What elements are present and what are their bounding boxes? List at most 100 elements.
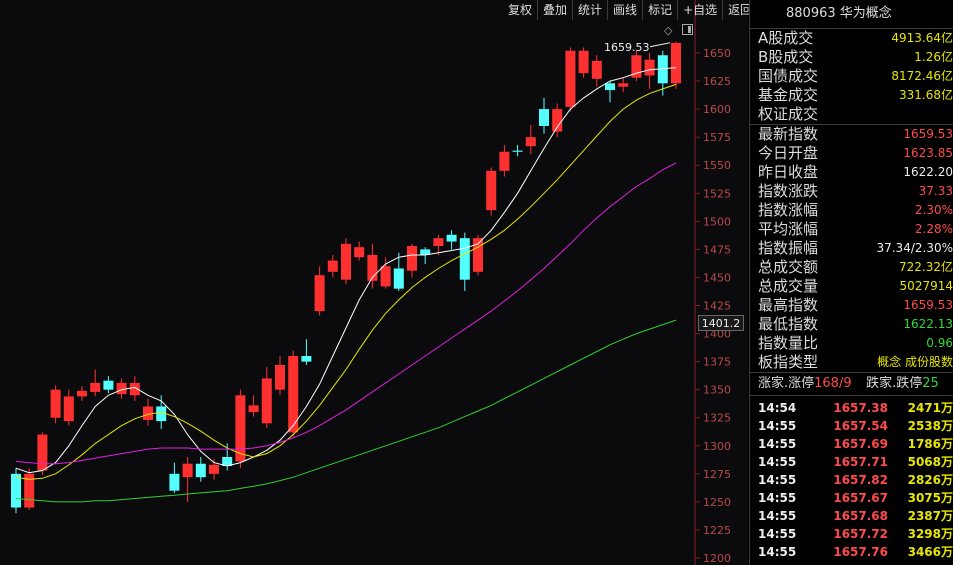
candle-body: [275, 364, 285, 390]
volume-value: 1.26亿: [914, 50, 953, 64]
ma-line-0: [15, 67, 677, 474]
index-row: 指数涨幅 2.30%: [750, 201, 953, 220]
index-row: 今日开盘 1623.85: [750, 144, 953, 163]
tick-time: 14:55: [758, 455, 797, 469]
index-label: 今日开盘: [758, 144, 819, 162]
candle-body: [512, 150, 523, 152]
y-tick-label: 1450: [703, 271, 731, 284]
tick-row: 14:55 1657.67 3075万: [750, 489, 953, 507]
toolbar-button-5[interactable]: +自选: [677, 0, 722, 20]
tick-time: 14:54: [758, 401, 797, 415]
tick-row: 14:55 1657.82 2826万: [750, 471, 953, 489]
candle-body: [565, 50, 576, 107]
index-value: 概念 成份股数: [877, 355, 953, 369]
toolbar-button-1[interactable]: 叠加: [537, 0, 572, 20]
candle-body: [393, 268, 404, 289]
tick-price: 1657.67: [833, 491, 888, 505]
y-tick-label: 1375: [703, 356, 731, 369]
candle-body: [129, 382, 140, 396]
candle-body: [314, 275, 325, 312]
toolbar-button-0[interactable]: 复权: [508, 3, 533, 17]
tick-time: 14:55: [758, 419, 797, 433]
candle-body: [525, 137, 536, 147]
candle-body: [407, 246, 417, 271]
candle-body: [341, 243, 351, 280]
index-label: 总成交额: [758, 258, 819, 276]
tick-time: 14:55: [758, 509, 797, 523]
candle-body: [578, 50, 589, 74]
index-label: 指数涨幅: [758, 201, 819, 219]
tick-time: 14:55: [758, 545, 797, 559]
index-label: 最高指数: [758, 296, 819, 314]
candle-body: [11, 473, 21, 508]
index-row: 昨日收盘 1622.20: [750, 163, 953, 182]
candle-body: [77, 390, 87, 397]
up-count-value: 168/9: [814, 376, 852, 391]
tick-vol: 3075万: [907, 491, 953, 505]
toolbar-button-6[interactable]: 返回: [722, 0, 757, 20]
ma-line-1: [15, 83, 677, 480]
tick-price: 1657.68: [833, 509, 888, 523]
tick-time: 14:55: [758, 473, 797, 487]
tick-vol: 3466万: [907, 545, 953, 559]
index-label: 昨日收盘: [758, 163, 819, 181]
tick-vol: 5068万: [907, 455, 953, 469]
volume-row: 国债成交 8172.46亿: [750, 67, 953, 86]
candle-body: [288, 356, 299, 433]
candle-body: [116, 382, 127, 395]
index-row: 总成交量 5027914: [750, 277, 953, 296]
window-toggle-icon[interactable]: [682, 24, 693, 35]
tick-row: 14:55 1657.72 3298万: [750, 525, 953, 543]
candle-body: [473, 238, 483, 272]
candle-body: [657, 55, 668, 84]
candle-body: [539, 109, 549, 126]
index-value: 1622.13: [903, 317, 953, 331]
y-tick-label: 1425: [703, 300, 731, 313]
index-row: 板指类型 概念 成份股数: [750, 353, 953, 372]
tick-row: 14:55 1657.54 2538万: [750, 417, 953, 435]
candle-body: [63, 396, 74, 422]
tick-vol: 2538万: [907, 419, 953, 433]
y-tick-label: 1500: [703, 215, 731, 228]
candle-body: [446, 234, 457, 242]
tick-vol: 2826万: [907, 473, 953, 487]
index-value: 37.33: [918, 184, 953, 198]
tick-price: 1657.82: [833, 473, 888, 487]
tick-list[interactable]: 14:54 1657.38 2471万 14:55 1657.54 2538万 14:55 1…: [750, 396, 953, 561]
tick-time: 14:55: [758, 491, 797, 505]
ma-line-3: [15, 319, 677, 503]
toolbar-button-2[interactable]: 统计: [572, 0, 607, 20]
candle-body: [327, 260, 338, 272]
volume-label: A股成交: [758, 29, 814, 47]
toolbar-button-4[interactable]: 标记: [642, 0, 677, 20]
candle-body: [156, 406, 167, 422]
tick-price: 1657.76: [833, 545, 888, 559]
candle-body: [195, 463, 206, 478]
volume-value: 8172.46亿: [891, 69, 953, 83]
index-value: 37.34/2.30%: [876, 241, 953, 255]
candle-body: [50, 389, 61, 418]
index-value: 1623.85: [903, 146, 953, 160]
candle-body: [433, 238, 444, 247]
volume-value: 4913.64亿: [891, 31, 953, 45]
panel-title: 880963 华为概念: [750, 0, 953, 29]
candlestick-chart[interactable]: 1650 1625 1600 1575 1550 1525 1500 1475 1450 1425…: [0, 0, 748, 565]
candle-body: [169, 473, 180, 491]
candle-body: [420, 249, 431, 255]
index-row: 指数涨跌 37.33: [750, 182, 953, 201]
y-tick-label: 1325: [703, 412, 731, 425]
tick-vol: 1786万: [907, 437, 953, 451]
y-tick-label: 1275: [703, 468, 731, 481]
toolbar-button-3[interactable]: 画线: [607, 0, 642, 20]
candle-body: [618, 83, 629, 87]
index-stats-block: 最新指数 1659.53 今日开盘 1623.85 昨日收盘 1622.20 指数涨跌 37.…: [750, 125, 953, 373]
y-tick-label: 1625: [703, 75, 731, 88]
y-tick-label: 1200: [703, 552, 731, 565]
diamond-icon[interactable]: ◇: [664, 24, 673, 37]
candlestick-chart-area[interactable]: 1650 1625 1600 1575 1550 1525 1500 1475 1450 1425…: [0, 0, 752, 565]
index-row: 最新指数 1659.53: [750, 125, 953, 144]
down-count-value: 25: [922, 376, 939, 391]
candle-body: [552, 109, 563, 132]
index-label: 总成交量: [758, 277, 819, 295]
max-annotation-arrow: [649, 42, 671, 48]
